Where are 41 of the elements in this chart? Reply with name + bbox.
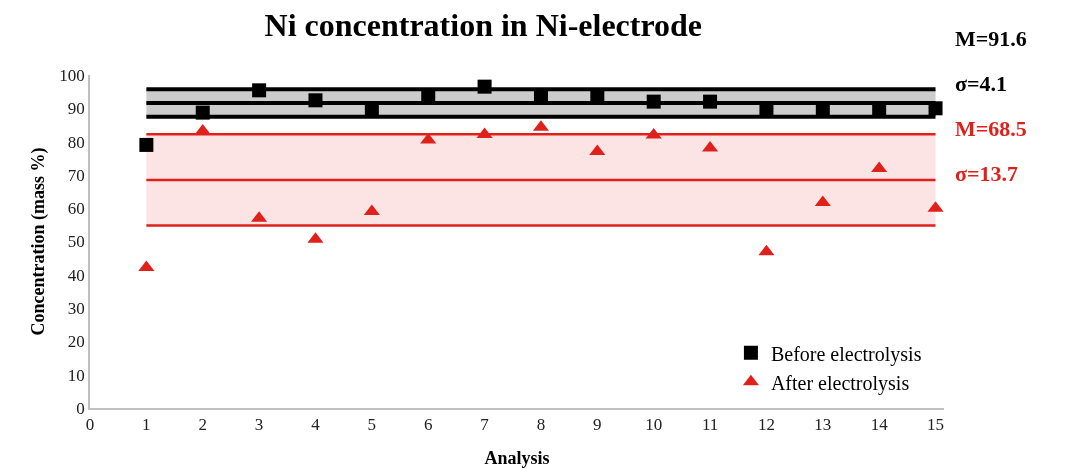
y-tick-label: 10 (67, 365, 85, 385)
band-label: σ=4.1 (955, 71, 1008, 96)
x-tick-label: 1 (142, 415, 151, 435)
x-tick-label: 13 (814, 415, 832, 435)
y-tick-label: 60 (67, 199, 85, 219)
chart-title: Ni concentration in Ni-electrode (264, 7, 703, 44)
point (871, 161, 888, 173)
point (814, 195, 831, 207)
point (758, 244, 775, 256)
y-tick-label: 90 (67, 99, 85, 119)
point (589, 144, 606, 156)
y-tick-label: 70 (67, 165, 85, 185)
x-tick-label: 4 (311, 415, 321, 435)
x-tick-label: 11 (701, 415, 719, 435)
y-tick-label: 40 (67, 265, 85, 285)
x-tick-label: 2 (198, 415, 207, 435)
y-tick-label: 20 (67, 332, 85, 352)
x-tick-label: 5 (367, 415, 377, 435)
point (363, 204, 380, 216)
ref-line-label: M=91.6 (955, 26, 1027, 51)
x-tick-label: 10 (645, 415, 663, 435)
x-tick-label: 8 (536, 415, 546, 435)
y-tick-label: 0 (76, 398, 85, 418)
y-axis-title: Concentration (mass %) (27, 147, 49, 336)
x-axis-title: Analysis (484, 448, 550, 468)
y-tick-label: 100 (59, 65, 85, 85)
legend-label: Before electrolysis (770, 342, 922, 366)
x-tick-label: 12 (757, 415, 775, 435)
x-tick-label: 6 (423, 415, 433, 435)
point (139, 137, 154, 152)
legend-label: After electrolysis (770, 371, 910, 395)
y-tick-label: 50 (67, 232, 85, 252)
y-tick-label: 30 (67, 299, 85, 319)
x-tick-label: 15 (927, 415, 945, 435)
x-tick-label: 9 (593, 415, 602, 435)
x-tick-label: 14 (870, 415, 889, 435)
ref-line-label: M=68.5 (955, 116, 1027, 141)
band-label: σ=13.7 (955, 161, 1019, 186)
y-tick-label: 80 (67, 132, 85, 152)
x-tick-label: 7 (480, 415, 490, 435)
x-tick-label: 3 (254, 415, 264, 435)
